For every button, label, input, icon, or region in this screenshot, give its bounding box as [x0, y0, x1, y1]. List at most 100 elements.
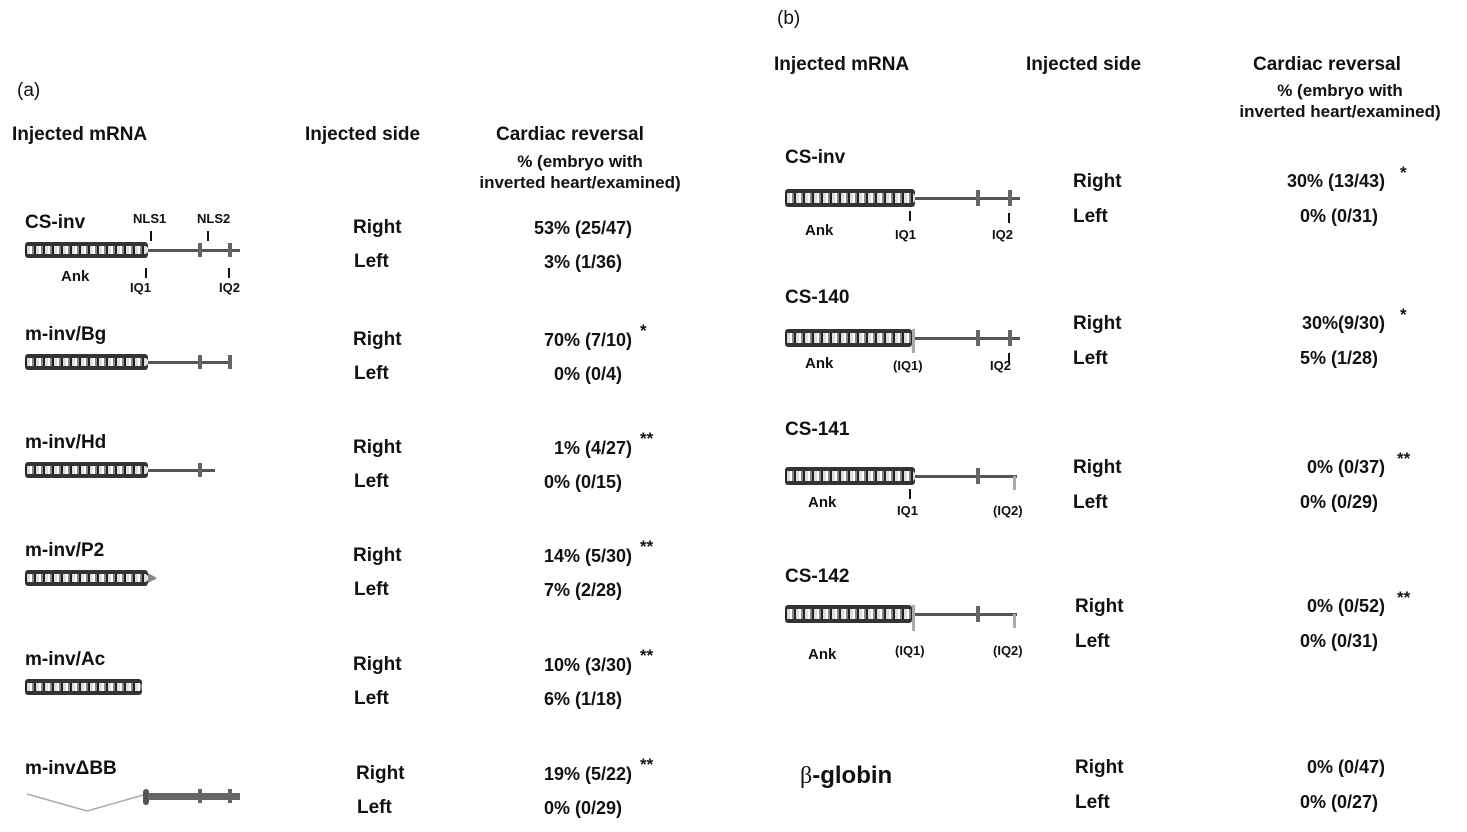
- injected-side-left: Left: [354, 363, 389, 384]
- domain-tick: [228, 355, 232, 369]
- ankyrin-repeat-domain: [25, 570, 148, 586]
- panel-b-reversal-sub: % (embryo with inverted heart/examined): [1239, 81, 1441, 121]
- construct-name: CS-inv: [25, 212, 86, 233]
- nls2-label: NLS2: [197, 211, 231, 226]
- ankyrin-repeat-domain: [25, 679, 142, 695]
- iq1-label: IQ1: [895, 227, 916, 242]
- injected-side-left: Left: [354, 579, 389, 600]
- reversal-right-value: 53% (25/47): [533, 218, 632, 238]
- reversal-right-value: 0% (0/37): [1306, 457, 1385, 477]
- construct-name: CS-inv: [785, 147, 846, 168]
- injected-side-right: Right: [353, 329, 402, 350]
- reversal-right-value: 1% (4/27): [553, 438, 632, 458]
- construct-name: β-globin: [800, 762, 893, 789]
- ank-label: Ank: [808, 494, 837, 511]
- reversal-left-value: 0% (0/31): [1299, 631, 1378, 651]
- injected-side-left: Left: [1075, 631, 1110, 652]
- significance-stars: **: [640, 429, 654, 448]
- ankyrin-repeat-domain: [785, 329, 912, 347]
- panel-a-reversal-header: Cardiac reversal: [496, 124, 644, 145]
- ankyrin-repeat-domain: [25, 462, 148, 478]
- significance-stars: **: [1397, 449, 1411, 468]
- domain-tick: [198, 355, 202, 369]
- iq2-marker: [228, 268, 230, 278]
- nls2-marker: [207, 231, 209, 241]
- reversal-right-value: 14% (5/30): [543, 546, 632, 566]
- iq2-marker: [1008, 353, 1010, 363]
- reversal-left-value: 0% (0/29): [543, 798, 622, 818]
- construct-name: m-inv/Hd: [25, 432, 107, 453]
- nls1-marker: [150, 231, 152, 241]
- c-terminal-line: [148, 469, 215, 472]
- panel-a-reversal-sub: % (embryo with inverted heart/examined): [479, 152, 681, 192]
- iq1-label: IQ1: [130, 280, 151, 295]
- domain-tick: [976, 606, 980, 622]
- injected-side-left: Left: [354, 471, 389, 492]
- injected-side-right: Right: [1075, 596, 1124, 617]
- construct-name: CS-140: [785, 287, 850, 308]
- domain-tick: [198, 789, 202, 803]
- injected-side-right: Right: [356, 763, 405, 784]
- significance-stars: **: [1397, 588, 1411, 607]
- injected-side-left: Left: [1075, 792, 1110, 813]
- injected-side-right: Right: [353, 437, 402, 458]
- reversal-left-value: 0% (0/4): [553, 364, 622, 384]
- iq2-marker: [1008, 213, 1010, 223]
- c-terminal-line: [915, 197, 1020, 200]
- injected-side-right: Right: [1073, 457, 1122, 478]
- iq2-deleted-tick: [1013, 476, 1016, 490]
- reversal-right-value: 19% (5/22): [543, 764, 632, 784]
- injected-side-left: Left: [1073, 206, 1108, 227]
- injected-side-left: Left: [1073, 348, 1108, 369]
- injected-side-right: Right: [353, 545, 402, 566]
- injected-side-left: Left: [357, 797, 392, 818]
- construct-name: CS-142: [785, 566, 850, 587]
- iq2-label: (IQ2): [993, 503, 1023, 518]
- ank-label: Ank: [808, 646, 837, 663]
- injected-side-right: Right: [1073, 171, 1122, 192]
- construct-name: m-inv/Bg: [25, 324, 107, 345]
- reversal-left-value: 0% (0/29): [1299, 492, 1378, 512]
- iq1-marker: [145, 268, 147, 278]
- domain-tick: [228, 789, 232, 803]
- iq1-label: IQ1: [897, 503, 918, 518]
- iq2-deleted-tick: [1013, 614, 1016, 628]
- iq1-deleted-tick: [912, 329, 915, 353]
- injected-side-left: Left: [354, 688, 389, 709]
- ank-label: Ank: [61, 268, 90, 285]
- ankyrin-repeat-domain: [785, 189, 915, 207]
- c-terminal-line: [148, 361, 232, 364]
- reversal-right-value: 70% (7/10): [543, 330, 632, 350]
- injected-side-right: Right: [1075, 757, 1124, 778]
- reversal-right-value: 0% (0/52): [1306, 596, 1385, 616]
- iq1-deleted-tick: [912, 605, 915, 631]
- significance-stars: **: [640, 537, 654, 556]
- reversal-left-value: 0% (0/15): [543, 472, 622, 492]
- reversal-left-value: 7% (2/28): [543, 580, 622, 600]
- domain-tick: [198, 243, 202, 257]
- injected-side-right: Right: [353, 654, 402, 675]
- iq2-tick: [1008, 190, 1012, 206]
- reversal-right-value: 30%(9/30): [1301, 313, 1385, 333]
- reversal-right-value: 10% (3/30): [543, 655, 632, 675]
- construct-name: CS-141: [785, 419, 850, 440]
- iq2-label: IQ2: [219, 280, 240, 295]
- c-terminal-line: [915, 475, 1017, 478]
- domain-tick: [976, 330, 980, 346]
- panel-b-mrna-header: Injected mRNA: [774, 54, 910, 75]
- ank-label: Ank: [805, 222, 834, 239]
- injected-side-left: Left: [1073, 492, 1108, 513]
- nls1-label: NLS1: [133, 211, 167, 226]
- iq2-label: (IQ2): [993, 643, 1023, 658]
- panel-b-reversal-header: Cardiac reversal: [1253, 54, 1401, 75]
- panel-b-side-header: Injected side: [1026, 54, 1142, 75]
- significance-stars: **: [640, 755, 654, 774]
- iq1-marker: [909, 211, 911, 221]
- construct-name: m-inv/Ac: [25, 649, 106, 670]
- domain-tick: [228, 243, 232, 257]
- significance-stars: *: [1400, 163, 1407, 182]
- reversal-left-value: 5% (1/28): [1299, 348, 1378, 368]
- iq1-label: (IQ1): [893, 358, 923, 373]
- significance-stars: *: [640, 321, 647, 340]
- injected-side-left: Left: [354, 251, 389, 272]
